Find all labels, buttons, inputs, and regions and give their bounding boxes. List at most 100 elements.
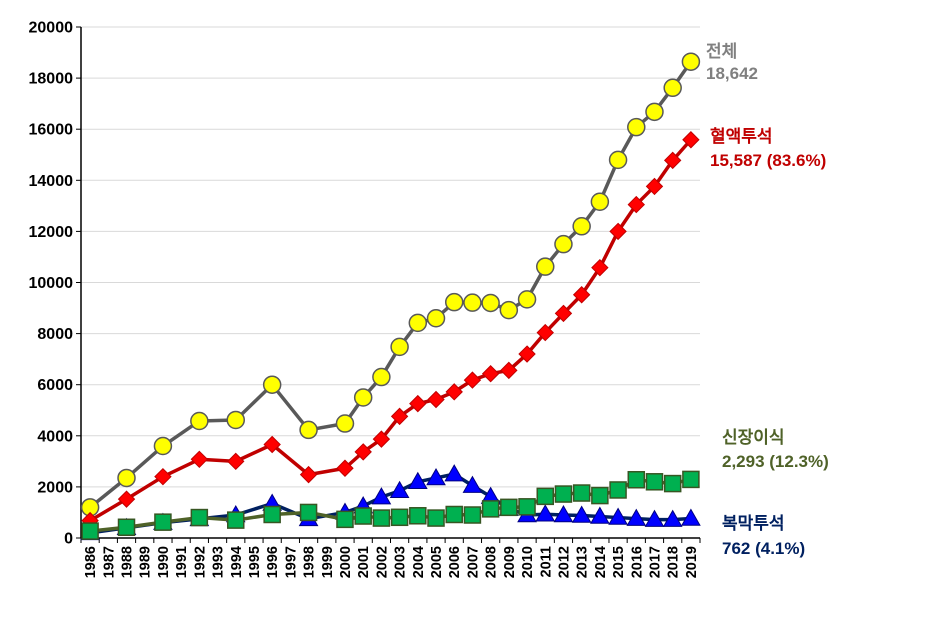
x-tick-label: 2019	[684, 546, 700, 578]
data-point	[608, 507, 628, 525]
x-tick-label: 1996	[265, 546, 281, 578]
data-point	[609, 222, 627, 241]
data-point	[627, 195, 645, 214]
data-point	[518, 498, 536, 516]
data-point	[481, 293, 500, 313]
x-tick-label: 1992	[192, 546, 208, 578]
x-tick-label: 2018	[666, 546, 682, 578]
x-tick-label: 2013	[575, 546, 591, 578]
data-point	[663, 78, 682, 98]
series-total	[80, 52, 701, 517]
data-point	[571, 505, 592, 523]
data-point	[681, 52, 701, 71]
series-value-peritoneal: 762 (4.1%)	[722, 539, 805, 558]
data-point	[553, 504, 574, 523]
data-point	[427, 390, 445, 409]
x-tick-label: 2017	[647, 546, 663, 578]
data-point	[609, 481, 627, 499]
x-tick-label: 1998	[302, 546, 318, 578]
data-point	[572, 484, 591, 502]
data-point	[500, 361, 518, 380]
data-point	[445, 505, 463, 524]
x-tick-label: 2000	[338, 546, 354, 578]
x-tick-label: 1988	[120, 546, 136, 578]
x-tick-label: 2014	[593, 546, 609, 578]
y-tick-labels: 0 2000 4000 6000 8000 10000 12000 14000 16000 180…	[29, 20, 74, 548]
series-name-peritoneal: 복막투석	[722, 514, 785, 533]
series-name-transplant: 신장이식	[722, 428, 785, 447]
data-point	[426, 467, 446, 486]
data-point	[445, 383, 463, 401]
data-point	[372, 430, 391, 448]
data-point	[154, 467, 172, 486]
data-point	[590, 506, 610, 524]
x-tick-label: 2012	[556, 546, 572, 578]
series-value-total: 18,642	[706, 64, 758, 83]
data-point	[390, 337, 409, 357]
y-tick-label: 20000	[29, 20, 74, 37]
y-tick-label: 0	[64, 531, 73, 548]
data-point	[627, 117, 646, 137]
data-point	[117, 518, 136, 537]
data-point	[407, 471, 428, 490]
data-point	[554, 234, 573, 254]
x-tick-label: 2005	[429, 546, 445, 578]
data-point	[535, 504, 556, 522]
data-point	[190, 450, 209, 469]
series-label-hemodialysis: 혈액투석 15,587 (83.6%)	[710, 126, 826, 170]
data-point	[518, 345, 536, 363]
data-point	[554, 485, 573, 503]
data-point	[517, 290, 537, 309]
data-point	[117, 468, 136, 488]
data-point	[645, 473, 664, 491]
data-point	[299, 503, 318, 522]
x-tick-label: 2011	[538, 546, 554, 577]
data-point	[681, 508, 701, 526]
data-point	[409, 507, 427, 525]
data-point	[190, 508, 209, 527]
x-tick-label: 2016	[629, 546, 645, 578]
data-point	[481, 500, 500, 518]
data-point	[444, 464, 465, 482]
data-point	[409, 394, 427, 413]
data-point	[263, 435, 281, 454]
data-point	[372, 367, 391, 387]
data-point	[354, 507, 372, 525]
data-point	[227, 511, 245, 529]
data-point	[117, 490, 136, 508]
data-point	[645, 102, 664, 122]
data-point	[627, 470, 646, 489]
data-point	[536, 257, 555, 276]
data-point	[390, 508, 409, 527]
x-tick-labels: 1986 1987 1988 1989 1990 1991 1992 1993 1994 1995…	[83, 546, 700, 578]
x-tick-label: 2001	[356, 546, 372, 578]
data-point	[262, 375, 282, 394]
y-tick-label: 12000	[29, 224, 74, 241]
x-tick-label: 1997	[283, 546, 299, 578]
data-point	[463, 293, 482, 312]
y-tick-label: 14000	[29, 173, 74, 190]
data-point	[682, 470, 700, 489]
plot-area	[80, 52, 701, 541]
x-tick-label: 2008	[484, 546, 500, 578]
series-value-transplant: 2,293 (12.3%)	[722, 452, 829, 471]
data-point	[481, 365, 500, 383]
x-tick-label: 1990	[156, 546, 172, 578]
data-point	[591, 486, 609, 505]
series-name-hemodialysis: 혈액투석	[710, 126, 773, 146]
data-point	[336, 459, 354, 477]
data-point	[371, 487, 392, 505]
axes	[76, 26, 701, 543]
x-tick-label: 2002	[374, 546, 390, 578]
y-tick-label: 6000	[37, 377, 73, 394]
x-tick-label: 2003	[393, 546, 409, 578]
series-line-total	[89, 60, 693, 509]
y-tick-label: 4000	[37, 428, 73, 445]
data-point	[154, 513, 172, 531]
data-point	[353, 388, 373, 407]
data-point	[372, 509, 391, 527]
x-tick-label: 2007	[465, 546, 481, 578]
x-tick-label: 2010	[520, 546, 536, 578]
y-tick-label: 18000	[29, 71, 74, 88]
